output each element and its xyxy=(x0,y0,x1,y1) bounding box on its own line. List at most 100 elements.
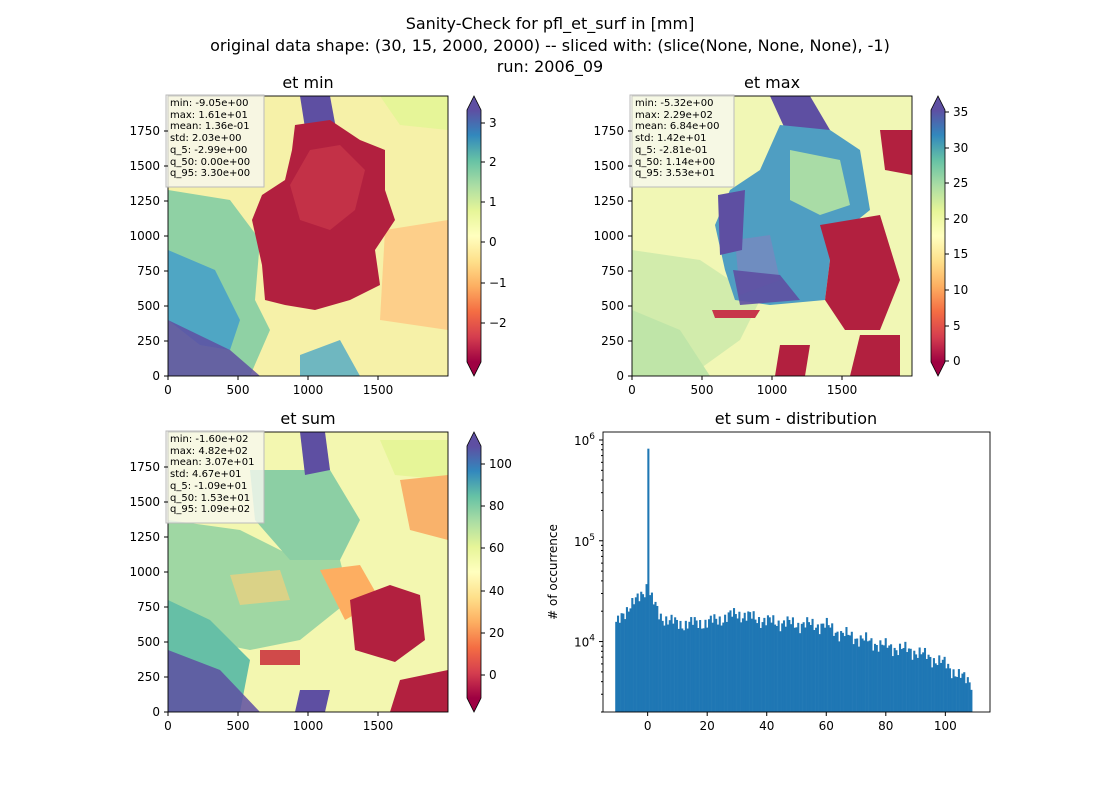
histogram-bar xyxy=(913,650,916,712)
colorbar-tick-label: 80 xyxy=(489,499,504,513)
y-axis: 0 250 500 750 1000 1250 1500 1750 xyxy=(593,124,632,383)
histogram-bar xyxy=(909,648,912,712)
y-tick-label: 1500 xyxy=(129,495,160,509)
histogram-bar xyxy=(813,630,816,712)
histogram-bar xyxy=(932,658,935,712)
x-axis: 0 500 1000 1500 xyxy=(628,376,857,397)
x-tick-label: 1500 xyxy=(363,719,394,733)
histogram-bars xyxy=(615,448,973,712)
histogram-bar xyxy=(766,615,769,712)
histogram-bar xyxy=(772,615,775,712)
histogram-bar xyxy=(779,631,782,712)
histogram-bar xyxy=(750,618,753,712)
colorbar-tick-label: 15 xyxy=(953,247,968,261)
y-tick-label: 1250 xyxy=(593,194,624,208)
histogram-bar xyxy=(711,622,714,712)
histogram-bar xyxy=(788,619,791,712)
histogram-bar xyxy=(775,626,778,712)
histogram-bar xyxy=(886,647,889,712)
histogram-bar xyxy=(690,617,693,712)
colorbar-tick-label: 5 xyxy=(953,319,961,333)
histogram-bar xyxy=(954,676,957,712)
histogram-bar xyxy=(618,622,621,712)
histogram-bar xyxy=(929,656,932,712)
histogram-bar xyxy=(897,655,900,712)
histogram-bar xyxy=(774,624,777,712)
histogram-bar xyxy=(922,652,925,712)
x-tick-label: 1000 xyxy=(293,719,324,733)
y-tick-label: 1000 xyxy=(593,229,624,243)
panel-title: et sum xyxy=(280,409,335,428)
y-tick-label: 750 xyxy=(601,264,624,278)
histogram-bar xyxy=(625,607,628,712)
histogram-bar xyxy=(624,619,627,712)
histogram-bar xyxy=(715,618,718,712)
x-tick-label: 0 xyxy=(644,719,652,733)
y-axis: 0 250 500 750 1000 1250 1500 1750 xyxy=(129,460,168,719)
y-tick-label: 1250 xyxy=(129,530,160,544)
y-tick-label: 104 xyxy=(574,634,595,650)
colorbar-tick-label: 10 xyxy=(953,283,968,297)
x-tick-label: 0 xyxy=(164,383,172,397)
colorbar-tick-label: 30 xyxy=(953,141,968,155)
stats-line: std: 2.03e+00 xyxy=(170,133,242,144)
histogram-bar xyxy=(968,682,971,712)
histogram-bar xyxy=(633,604,636,712)
histogram-bar xyxy=(856,638,859,712)
histogram-bar xyxy=(809,625,812,712)
histogram-bar xyxy=(663,625,666,712)
y-tick-label: 1250 xyxy=(129,194,160,208)
x-tick-label: 500 xyxy=(227,719,250,733)
x-tick-label: 500 xyxy=(227,383,250,397)
x-tick-label: 100 xyxy=(934,719,957,733)
histogram-bar xyxy=(865,632,868,712)
panel-et-max: et max min: -5.32e+00 max: 2.29e+02 mean… xyxy=(593,73,968,397)
histogram-bar xyxy=(729,610,732,712)
histogram-bar xyxy=(683,630,686,712)
histogram-bar xyxy=(918,647,921,712)
stats-line: q_5: -2.99e+00 xyxy=(170,145,247,156)
histogram-bar xyxy=(906,652,909,712)
stats-line: q_50: 1.14e+00 xyxy=(635,157,715,168)
y-tick-label: 750 xyxy=(137,600,160,614)
histogram-bar xyxy=(800,623,803,712)
histogram-bar xyxy=(782,620,786,712)
histogram-bar xyxy=(829,627,832,712)
x-tick-label: 20 xyxy=(700,719,715,733)
colorbar-tick-label: −2 xyxy=(489,316,507,330)
histogram-bar xyxy=(668,620,671,712)
histogram-bar xyxy=(877,651,880,712)
histogram-bar xyxy=(970,689,973,712)
histogram-bar xyxy=(649,595,652,712)
histogram-bar xyxy=(702,628,705,712)
panel-et-sum-distribution: et sum - distribution 0 20 40 60 80 100 10410… xyxy=(546,409,991,733)
histogram-bar xyxy=(634,597,637,712)
histogram-bar xyxy=(686,628,689,712)
histogram-bar xyxy=(731,616,734,712)
histogram-bar xyxy=(902,648,905,712)
histogram-bar xyxy=(898,643,902,712)
colorbar-tick-label: 100 xyxy=(489,457,512,471)
histogram-bar xyxy=(709,615,712,712)
histogram-bar xyxy=(804,627,807,712)
histogram-bar xyxy=(945,668,948,712)
histogram-bar xyxy=(843,636,846,712)
stats-line: mean: 3.07e+01 xyxy=(170,457,254,468)
stats-line: max: 2.29e+02 xyxy=(635,110,713,121)
histogram-bar xyxy=(831,623,834,712)
histogram-bar xyxy=(795,627,798,712)
histogram-bar xyxy=(654,601,657,712)
histogram-bar xyxy=(923,647,927,712)
colorbar-tick-label: 0 xyxy=(489,668,497,682)
histogram-bar xyxy=(815,627,818,712)
y-tick-label: 0 xyxy=(152,369,160,383)
y-tick-label: 0 xyxy=(152,705,160,719)
histogram-bar xyxy=(963,672,966,712)
x-tick-label: 80 xyxy=(878,719,893,733)
histogram-bar xyxy=(641,594,645,712)
histogram-bar xyxy=(868,640,871,712)
y-tick-label: 500 xyxy=(137,635,160,649)
histogram-bar xyxy=(713,614,716,712)
histogram-bar xyxy=(927,654,930,712)
